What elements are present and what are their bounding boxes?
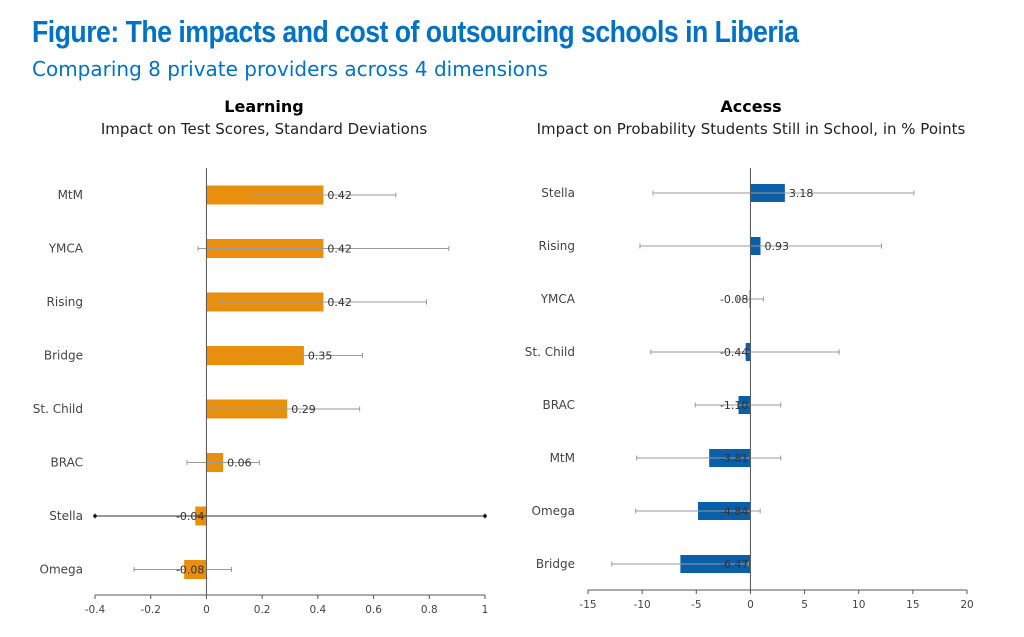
learning-panel: Learning Impact on Test Scores, Standard… xyxy=(33,97,489,616)
access-x-tick-label: 0 xyxy=(747,599,754,611)
access-category-label: YMCA xyxy=(540,292,576,306)
learning-data-label: -0.08 xyxy=(176,564,204,577)
access-category-label: MtM xyxy=(550,451,575,465)
access-data-label: -0.44 xyxy=(720,346,748,359)
learning-panel-subtitle: Impact on Test Scores, Standard Deviatio… xyxy=(101,120,428,138)
access-data-label: -1.10 xyxy=(720,399,748,412)
learning-panel-title: Learning xyxy=(224,97,303,116)
access-x-tick-label: -5 xyxy=(691,599,701,611)
learning-x-tick-label: 1 xyxy=(482,604,489,616)
learning-x-tick-label: 0.2 xyxy=(254,604,271,616)
learning-category-label: Bridge xyxy=(44,349,83,363)
learning-x-tick-label: 0.8 xyxy=(421,604,438,616)
learning-x-tick-label: 0 xyxy=(203,604,210,616)
access-data-label: -3.81 xyxy=(720,452,748,465)
learning-x-tick-label: -0.4 xyxy=(85,604,106,616)
access-category-label: BRAC xyxy=(543,398,575,412)
learning-category-label: BRAC xyxy=(51,456,83,470)
figure-subtitle: Comparing 8 private providers across 4 d… xyxy=(32,57,548,81)
access-data-label: 0.93 xyxy=(764,240,789,253)
access-x-tick-label: 5 xyxy=(801,599,808,611)
access-data-label: -0.08 xyxy=(720,293,748,306)
learning-category-label: Rising xyxy=(47,295,83,309)
learning-data-label: 0.06 xyxy=(227,457,252,470)
access-category-label: Omega xyxy=(532,504,576,518)
access-category-label: Rising xyxy=(539,239,575,253)
learning-error-end-dot xyxy=(93,514,97,518)
figure-title: Figure: The impacts and cost of outsourc… xyxy=(32,14,799,49)
learning-x-tick-label: 0.4 xyxy=(310,604,327,616)
learning-category-label: Omega xyxy=(40,563,84,577)
access-x-tick-label: -10 xyxy=(634,599,651,611)
learning-data-label: 0.29 xyxy=(291,403,316,416)
learning-data-label: 0.42 xyxy=(327,243,352,256)
learning-category-label: YMCA xyxy=(48,242,84,256)
access-x-tick-label: 15 xyxy=(906,599,919,611)
access-data-label: -6.47 xyxy=(720,558,748,571)
access-category-label: Bridge xyxy=(536,557,575,571)
access-x-tick-label: 20 xyxy=(960,599,973,611)
learning-category-label: Stella xyxy=(49,509,83,523)
learning-data-label: 0.35 xyxy=(308,350,333,363)
learning-data-label: 0.42 xyxy=(327,189,352,202)
access-panel-subtitle: Impact on Probability Students Still in … xyxy=(537,120,966,138)
access-x-tick-label: -15 xyxy=(579,599,596,611)
access-data-label: -4.84 xyxy=(720,505,748,518)
access-x-tick-label: 10 xyxy=(852,599,865,611)
access-panel: Access Impact on Probability Students St… xyxy=(525,97,974,611)
learning-data-label: -0.04 xyxy=(176,510,204,523)
access-panel-title: Access xyxy=(720,97,781,116)
learning-data-label: 0.42 xyxy=(327,296,352,309)
learning-x-tick-label: -0.2 xyxy=(140,604,161,616)
access-data-label: 3.18 xyxy=(789,187,814,200)
learning-category-label: St. Child xyxy=(33,402,83,416)
learning-category-label: MtM xyxy=(58,188,83,202)
access-category-label: St. Child xyxy=(525,345,575,359)
learning-error-end-dot xyxy=(483,514,487,518)
access-category-label: Stella xyxy=(541,186,575,200)
learning-x-tick-label: 0.6 xyxy=(365,604,382,616)
